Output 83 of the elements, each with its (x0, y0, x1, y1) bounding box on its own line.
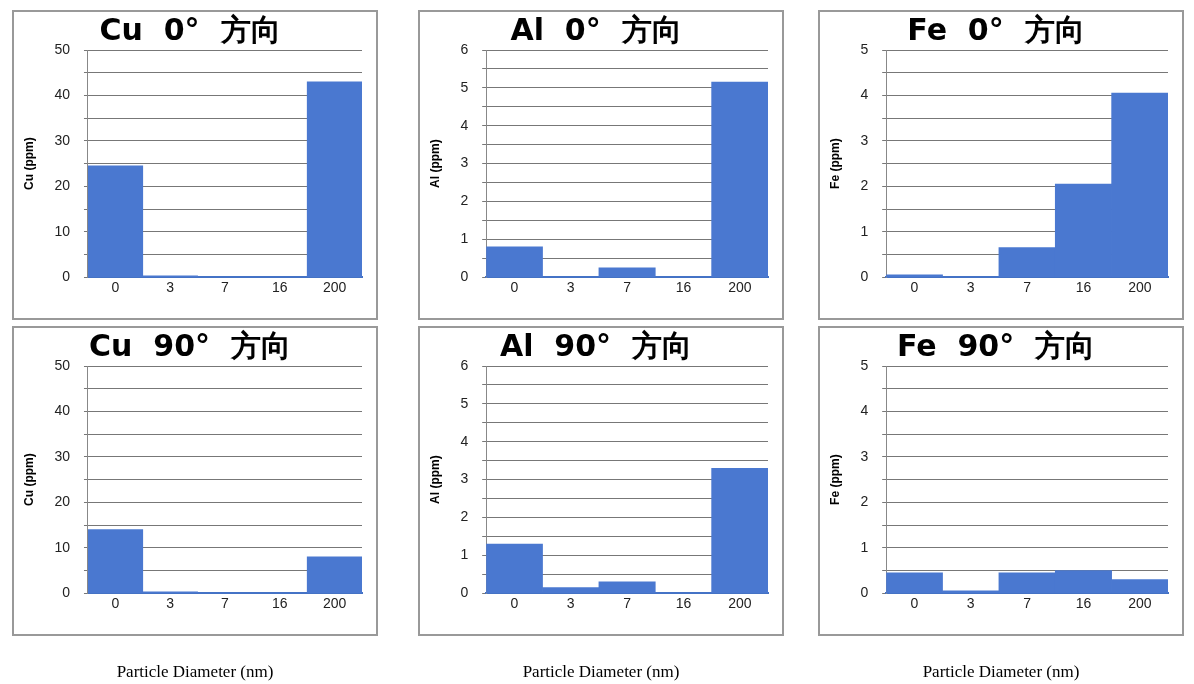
chart-title: Cu 90° 方向 (89, 327, 291, 363)
y-axis-title: Fe (ppm) (827, 454, 842, 505)
x-tick-label: 0 (111, 595, 120, 612)
y-tick-label: 0 (62, 584, 71, 601)
y-tick-label: 6 (460, 356, 469, 373)
x-tick-label: 0 (910, 595, 919, 612)
y-tick-label: 4 (860, 402, 869, 419)
y-tick-label: 2 (860, 493, 869, 510)
x-tick-label: 7 (623, 595, 632, 612)
y-tick-label: 4 (860, 86, 869, 103)
y-axis-title: Al (ppm) (427, 139, 442, 188)
y-tick-label: 3 (460, 470, 469, 487)
y-tick-label: 10 (54, 538, 71, 555)
y-tick-label: 6 (460, 40, 469, 57)
x-tick-label: 200 (322, 595, 347, 612)
y-tick-label: 0 (860, 268, 869, 285)
y-tick-label: 0 (62, 268, 71, 285)
x-tick-label: 16 (1075, 595, 1092, 612)
x-tick-label: 16 (675, 595, 692, 612)
y-tick-label: 30 (54, 447, 71, 464)
chart-title: Al 0° 方向 (510, 11, 682, 47)
x-tick-label: 0 (510, 595, 519, 612)
y-tick-label: 0 (460, 584, 469, 601)
y-tick-label: 20 (54, 177, 71, 194)
y-tick-label: 1 (460, 230, 469, 247)
y-tick-label: 40 (54, 402, 71, 419)
y-tick-label: 5 (460, 78, 469, 95)
y-tick-label: 0 (460, 268, 469, 285)
y-tick-label: 4 (460, 116, 469, 133)
y-tick-label: 50 (54, 356, 71, 373)
y-tick-label: 5 (860, 40, 869, 57)
y-tick-label: 2 (460, 192, 469, 209)
x-tick-label: 3 (566, 595, 575, 612)
y-axis-title: Cu (ppm) (21, 453, 36, 506)
x-tick-label: 16 (1075, 279, 1092, 296)
x-tick-label: 3 (966, 279, 975, 296)
x-tick-label: 16 (272, 595, 288, 612)
x-tick-label: 200 (728, 279, 752, 296)
y-tick-label: 5 (460, 394, 469, 411)
x-axis-title: Particle Diameter (nm) (115, 662, 275, 682)
x-tick-label: 200 (1128, 279, 1152, 296)
y-tick-label: 2 (860, 177, 869, 194)
y-tick-label: 5 (860, 356, 869, 373)
x-tick-label: 16 (675, 279, 692, 296)
x-tick-label: 0 (910, 279, 919, 296)
y-tick-label: 1 (860, 538, 869, 555)
y-tick-label: 40 (54, 86, 71, 103)
y-tick-label: 3 (860, 447, 869, 464)
chart-title: Fe 0° 方向 (907, 11, 1085, 47)
chart-title: Cu 0° 方向 (99, 11, 281, 47)
y-axis-title: Cu (ppm) (21, 137, 36, 190)
x-tick-label: 16 (272, 279, 288, 296)
y-axis-title: Fe (ppm) (827, 138, 842, 189)
x-tick-label: 0 (111, 279, 120, 296)
chart-title: Fe 90° 方向 (896, 327, 1096, 363)
y-tick-label: 3 (460, 154, 469, 171)
x-tick-label: 7 (221, 279, 230, 296)
x-tick-label: 3 (166, 595, 175, 612)
x-tick-label: 200 (322, 279, 347, 296)
x-tick-label: 3 (566, 279, 575, 296)
y-tick-label: 4 (460, 432, 469, 449)
y-tick-label: 20 (54, 493, 71, 510)
x-axis-title: Particle Diameter (nm) (521, 662, 681, 682)
x-tick-label: 0 (510, 279, 519, 296)
x-tick-label: 3 (966, 595, 975, 612)
x-tick-label: 7 (1023, 279, 1032, 296)
x-axis-title: Particle Diameter (nm) (921, 662, 1081, 682)
y-tick-label: 2 (460, 508, 469, 525)
chart-title: Al 90° 方向 (499, 327, 693, 363)
y-tick-label: 1 (460, 546, 469, 563)
y-tick-label: 30 (54, 131, 71, 148)
y-tick-label: 1 (860, 222, 869, 239)
y-tick-label: 3 (860, 131, 869, 148)
x-tick-label: 7 (623, 279, 632, 296)
x-tick-label: 200 (728, 595, 752, 612)
x-tick-label: 7 (221, 595, 230, 612)
y-axis-title: Al (ppm) (427, 455, 442, 504)
y-tick-label: 50 (54, 40, 71, 57)
y-tick-label: 10 (54, 222, 71, 239)
x-tick-label: 7 (1023, 595, 1032, 612)
x-tick-label: 3 (166, 279, 175, 296)
y-tick-label: 0 (860, 584, 869, 601)
x-tick-label: 200 (1128, 595, 1152, 612)
